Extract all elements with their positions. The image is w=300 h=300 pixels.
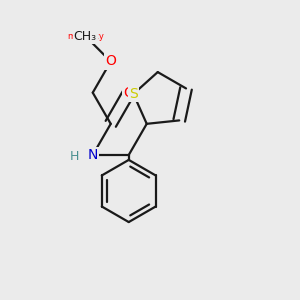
Text: methoxy: methoxy [67,32,104,40]
Text: O: O [123,86,134,100]
Text: S: S [129,87,138,101]
Text: H: H [70,150,80,163]
Text: O: O [105,55,116,68]
Text: CH₃: CH₃ [74,29,97,43]
Text: N: N [88,148,98,162]
